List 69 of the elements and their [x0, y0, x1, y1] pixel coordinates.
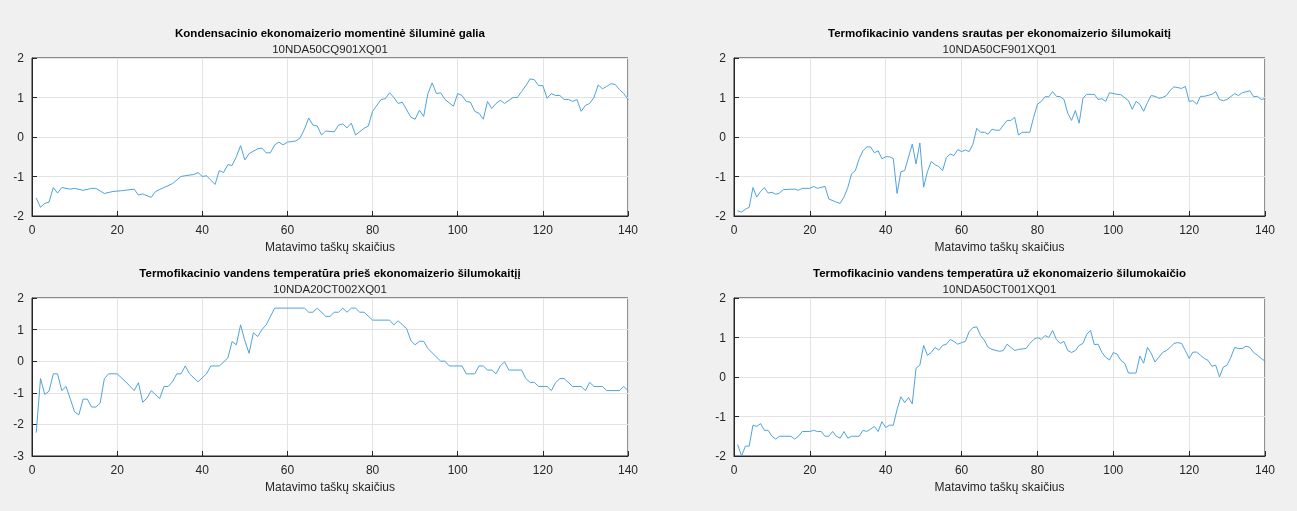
- y-tick-label: 1: [719, 90, 727, 105]
- x-tick-label: 20: [110, 463, 125, 477]
- y-tick-label: 0: [17, 354, 25, 369]
- x-axis-title: Matavimo taškų skaičius: [264, 239, 396, 254]
- y-tick-label: 0: [719, 130, 727, 144]
- y-tick-label: 2: [719, 291, 727, 305]
- y-tick-label: -2: [13, 417, 25, 432]
- y-tick-label: 0: [17, 130, 25, 144]
- chart-subtitle: 10NDA20CT002XQ01: [273, 283, 387, 295]
- x-tick-label: 40: [195, 223, 210, 237]
- chart-subtitle: 10NDA50CT001XQ01: [942, 283, 1057, 295]
- x-tick-label: 120: [532, 223, 554, 237]
- line-series: [35, 307, 629, 433]
- x-tick-label: 140: [617, 463, 639, 477]
- y-tick-label: 0: [719, 370, 727, 384]
- x-axis-title: Matavimo taškų skaičius: [934, 479, 1065, 494]
- x-tick-label: 120: [1179, 223, 1200, 237]
- chart-title: Termofikacinio vandens temperatūra už ekonomaizerio šilumokaičio: [812, 267, 1187, 279]
- x-tick-label: 40: [879, 223, 893, 237]
- x-tick-label: 140: [1254, 463, 1276, 477]
- x-tick-label: 100: [447, 463, 469, 477]
- y-tick-label: 2: [719, 51, 727, 65]
- line-series: [737, 85, 1266, 213]
- x-tick-label: 60: [280, 223, 295, 237]
- x-tick-label: 0: [28, 223, 36, 237]
- x-tick-label: 80: [365, 223, 380, 237]
- x-tick-label: 40: [879, 463, 893, 477]
- x-tick-label: 0: [730, 223, 738, 237]
- y-tick-label: -3: [13, 449, 25, 463]
- y-tick-label: -2: [715, 449, 727, 463]
- y-tick-label: -1: [13, 169, 25, 184]
- x-axis-title: Matavimo taškų skaičius: [934, 239, 1065, 254]
- y-tick-label: 1: [719, 330, 727, 345]
- x-tick-label: 80: [1030, 463, 1045, 477]
- x-tick-label: 120: [1179, 463, 1200, 477]
- chart-title: Termofikacinio vandens srautas per ekonomaizerio šilumokaitį: [828, 27, 1171, 39]
- y-tick-label: 1: [17, 322, 25, 337]
- y-tick-label: -2: [13, 209, 25, 223]
- line-series: [737, 326, 1266, 457]
- y-tick-label: 1: [17, 90, 25, 105]
- y-tick-label: -1: [13, 385, 25, 400]
- x-axis-title: Matavimo taškų skaičius: [264, 479, 396, 494]
- x-tick-label: 60: [954, 223, 969, 237]
- x-tick-label: 120: [532, 463, 554, 477]
- x-tick-label: 20: [110, 223, 125, 237]
- x-tick-label: 0: [730, 463, 738, 477]
- x-tick-label: 100: [1103, 463, 1124, 477]
- chart-title: Kondensacinio ekonomaizerio momentinė šiluminė galia: [175, 27, 486, 39]
- x-tick-label: 60: [954, 463, 969, 477]
- x-tick-label: 100: [1103, 223, 1124, 237]
- chart-subtitle: 10NDA50CQ901XQ01: [272, 43, 388, 55]
- x-tick-label: 0: [28, 463, 36, 477]
- x-tick-label: 20: [803, 463, 817, 477]
- chart-title: Termofikacinio vandens temperatūra prieš ekonomaizerio šilumokaitįį: [139, 267, 521, 279]
- x-tick-label: 140: [617, 223, 639, 237]
- y-tick-label: 2: [17, 291, 25, 305]
- x-tick-label: 100: [447, 223, 469, 237]
- y-tick-label: 2: [17, 51, 25, 65]
- y-tick-label: -1: [715, 169, 727, 184]
- x-tick-label: 40: [195, 463, 210, 477]
- chart-subtitle: 10NDA50CF901XQ01: [942, 43, 1057, 55]
- x-tick-label: 140: [1254, 223, 1276, 237]
- y-tick-label: -2: [715, 209, 727, 223]
- x-tick-label: 80: [1030, 223, 1045, 237]
- line-series: [35, 78, 629, 208]
- y-tick-label: -1: [715, 409, 727, 424]
- x-tick-label: 60: [280, 463, 295, 477]
- x-tick-label: 80: [365, 463, 380, 477]
- x-tick-label: 20: [803, 223, 817, 237]
